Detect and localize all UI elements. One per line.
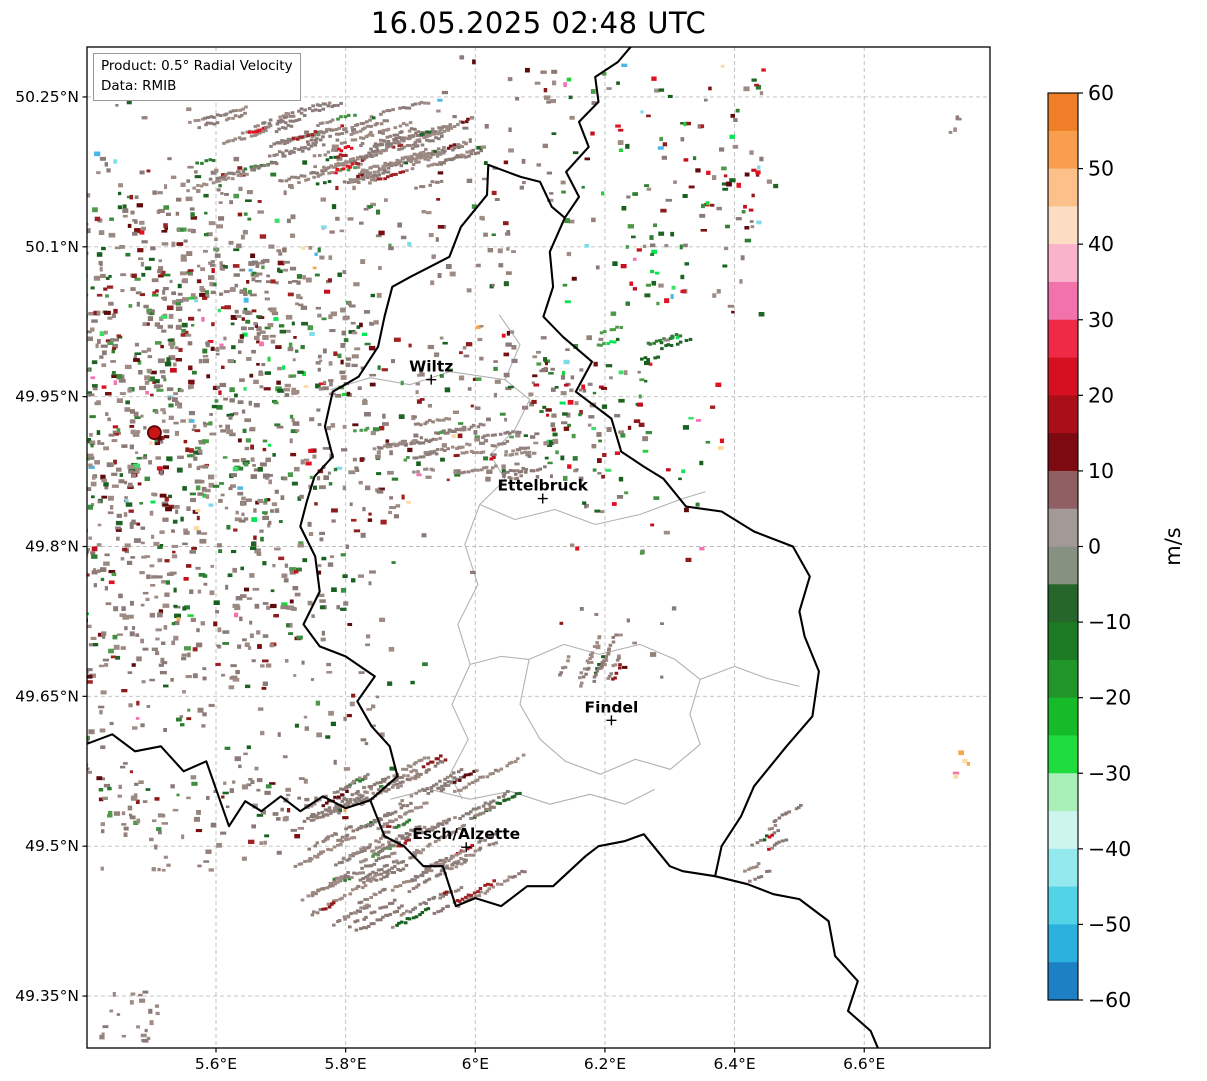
colorbar: 60 50 40 30 20 10 0 −10 −20 −30 −40 −50 −60 m/s (1047, 81, 1185, 1012)
y-tick-label: 49.95°N (15, 388, 79, 406)
x-tick-label: 6°E (462, 1055, 489, 1073)
colorbar-tick-label: −10 (1088, 610, 1131, 634)
city-label: Wiltz (409, 358, 453, 376)
x-tick-label: 6.6°E (843, 1055, 885, 1073)
colorbar-tick-label: 0 (1088, 535, 1101, 559)
colorbar-tick-label: 20 (1088, 383, 1114, 407)
gridlines (87, 47, 990, 1048)
radar-echoes (87, 55, 970, 1043)
data-source-label: Data: RMIB (101, 77, 177, 94)
colorbar-tick-label: −20 (1088, 686, 1131, 710)
y-tick-label: 49.5°N (25, 837, 79, 855)
city-markers: Wiltz Ettelbruck Findel Esch/Alzette (409, 358, 638, 853)
colorbar-tick-label: 10 (1088, 459, 1114, 483)
y-tick-label: 49.65°N (15, 687, 79, 705)
colorbar-tick-label: 40 (1088, 232, 1114, 256)
y-tick-label: 49.8°N (25, 538, 79, 556)
colorbar-tick-label: 30 (1088, 308, 1114, 332)
colorbar-tick-label: 50 (1088, 157, 1114, 181)
colorbar-tick-label: −40 (1088, 837, 1131, 861)
district-borders (329, 314, 800, 805)
colorbar-tick-label: 60 (1088, 81, 1114, 105)
y-tick-label: 50.25°N (15, 88, 79, 106)
product-info-box: Product: 0.5° Radial Velocity Data: RMIB (93, 53, 301, 102)
x-tick-label: 5.8°E (325, 1055, 367, 1073)
colorbar-tick-label: −30 (1088, 761, 1131, 785)
country-borders (87, 47, 880, 1048)
colorbar-tick-label: −50 (1088, 912, 1131, 936)
y-tick-label: 50.1°N (25, 238, 79, 256)
city-label: Ettelbruck (497, 477, 588, 495)
y-tick-label: 49.35°N (15, 987, 79, 1005)
plot-frame (86, 46, 991, 1049)
city-label: Esch/Alzette (412, 825, 520, 843)
axis-labels: 5.6°E 5.8°E 6°E 6.2°E 6.4°E 6.6°E 50.25°N 50.1°… (15, 88, 885, 1073)
x-tick-label: 5.6°E (195, 1055, 237, 1073)
radar-site-dot (147, 425, 162, 441)
x-tick-label: 6.2°E (584, 1055, 626, 1073)
x-tick-label: 6.4°E (713, 1055, 755, 1073)
city-label: Findel (584, 698, 638, 716)
colorbar-tick-label: −60 (1088, 988, 1131, 1012)
product-label: Product: 0.5° Radial Velocity (101, 58, 293, 74)
colorbar-unit-label: m/s (1161, 527, 1185, 565)
